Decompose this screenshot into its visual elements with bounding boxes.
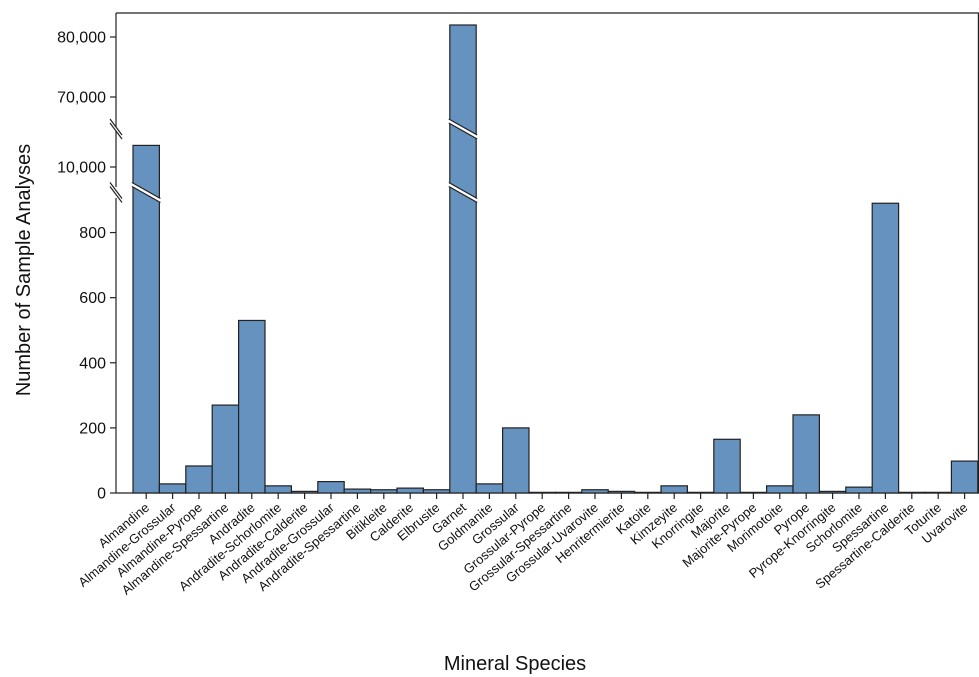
bar	[739, 491, 768, 494]
break-line	[109, 122, 123, 140]
bar	[818, 490, 847, 494]
break-line	[131, 181, 161, 200]
y-axis-title: Number of Sample Analyses	[13, 144, 35, 396]
break-line	[109, 186, 123, 203]
bar	[792, 414, 820, 494]
bar	[686, 491, 715, 494]
x-axis-ticks: AlmandineAlmandine-GrossularAlmandine-Py…	[75, 493, 971, 598]
break-line	[109, 118, 123, 136]
y-tick-label: 400	[79, 355, 106, 372]
bar	[633, 491, 662, 494]
axis-breaks	[109, 118, 478, 204]
break-gap	[448, 182, 478, 203]
y-axis-ticks: 0 200 400 600 800 10,000 70,000 80,000	[57, 30, 116, 503]
bar	[475, 483, 504, 494]
bar	[554, 491, 583, 494]
break-line	[448, 185, 478, 204]
bar	[581, 489, 609, 494]
bar	[370, 489, 398, 494]
bar	[607, 490, 636, 494]
bar	[343, 488, 372, 494]
break-gap	[132, 182, 161, 203]
break-line	[131, 185, 161, 204]
bar	[660, 485, 688, 494]
bar	[290, 490, 319, 494]
bar	[422, 489, 451, 494]
x-axis-title: Mineral Species	[444, 653, 586, 675]
bar	[185, 465, 213, 494]
y-tick-label: 200	[79, 420, 106, 437]
bar	[528, 491, 556, 494]
bar	[924, 491, 952, 494]
bar	[396, 487, 424, 494]
y-tick-label: 600	[79, 290, 106, 307]
break-line	[448, 122, 478, 140]
bar	[950, 460, 979, 494]
bar	[317, 481, 345, 494]
bars	[132, 24, 979, 494]
bar	[845, 486, 873, 494]
break-line	[448, 181, 478, 200]
y-tick-label: 70,000	[57, 90, 106, 107]
bar	[502, 427, 530, 494]
bar	[713, 438, 741, 494]
bar	[765, 485, 794, 494]
break-line	[448, 118, 478, 136]
bar	[897, 491, 926, 494]
y-tick-label: 0	[97, 486, 106, 503]
break-gap	[448, 119, 478, 139]
bar	[238, 319, 266, 494]
y-tick-label: 800	[79, 225, 106, 242]
bar	[871, 202, 900, 494]
y-tick-label: 10,000	[57, 160, 106, 177]
bar	[264, 485, 292, 494]
bar	[211, 404, 240, 494]
break-line	[109, 182, 123, 199]
y-tick-label: 80,000	[57, 30, 106, 47]
bar	[158, 483, 187, 494]
bar	[449, 24, 477, 494]
